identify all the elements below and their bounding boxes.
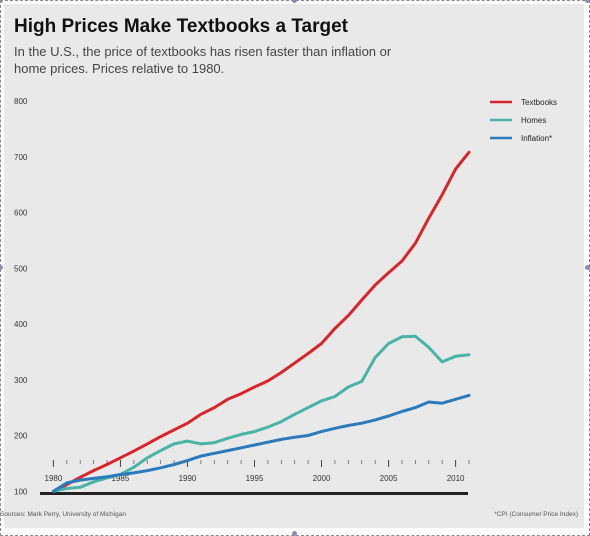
source-note: Sources: Mark Perry, University of Michi… bbox=[0, 511, 126, 518]
resize-handle[interactable] bbox=[292, 0, 297, 3]
x-tick-label: 2005 bbox=[380, 474, 398, 483]
chart-subtitle: In the U.S., the price of textbooks has … bbox=[14, 44, 392, 76]
x-tick-label: 2010 bbox=[447, 474, 465, 483]
resize-handle[interactable] bbox=[0, 0, 3, 3]
legend-label: Textbooks bbox=[521, 98, 557, 107]
x-axis-baseline bbox=[40, 492, 468, 495]
x-tick-label: 2000 bbox=[313, 474, 331, 483]
resize-handle[interactable] bbox=[585, 0, 590, 3]
footnote: *CPI (Consumer Price Index) bbox=[494, 511, 578, 518]
resize-handle[interactable] bbox=[292, 531, 297, 536]
y-tick-label: 300 bbox=[14, 376, 28, 385]
chart-title: High Prices Make Textbooks a Target bbox=[14, 16, 349, 37]
legend-label: Homes bbox=[521, 116, 546, 125]
y-tick-label: 200 bbox=[14, 432, 28, 441]
y-tick-label: 400 bbox=[14, 320, 28, 329]
y-tick-label: 600 bbox=[14, 209, 28, 218]
x-tick-label: 1995 bbox=[246, 474, 264, 483]
resize-handle[interactable] bbox=[585, 265, 590, 270]
legend-label: Inflation* bbox=[521, 134, 552, 143]
x-tick-label: 1985 bbox=[112, 474, 130, 483]
series-line-inflation bbox=[51, 393, 471, 493]
y-tick-label: 700 bbox=[14, 153, 28, 162]
x-tick-label: 1980 bbox=[45, 474, 63, 483]
y-tick-label: 100 bbox=[14, 487, 28, 496]
y-tick-label: 500 bbox=[14, 264, 28, 273]
chart-panel bbox=[4, 4, 584, 528]
series-line-homes bbox=[51, 334, 471, 493]
x-tick-label: 1990 bbox=[179, 474, 197, 483]
y-tick-label: 800 bbox=[14, 97, 28, 106]
resize-handle[interactable] bbox=[0, 265, 3, 270]
series-line-textbooks bbox=[51, 150, 471, 493]
